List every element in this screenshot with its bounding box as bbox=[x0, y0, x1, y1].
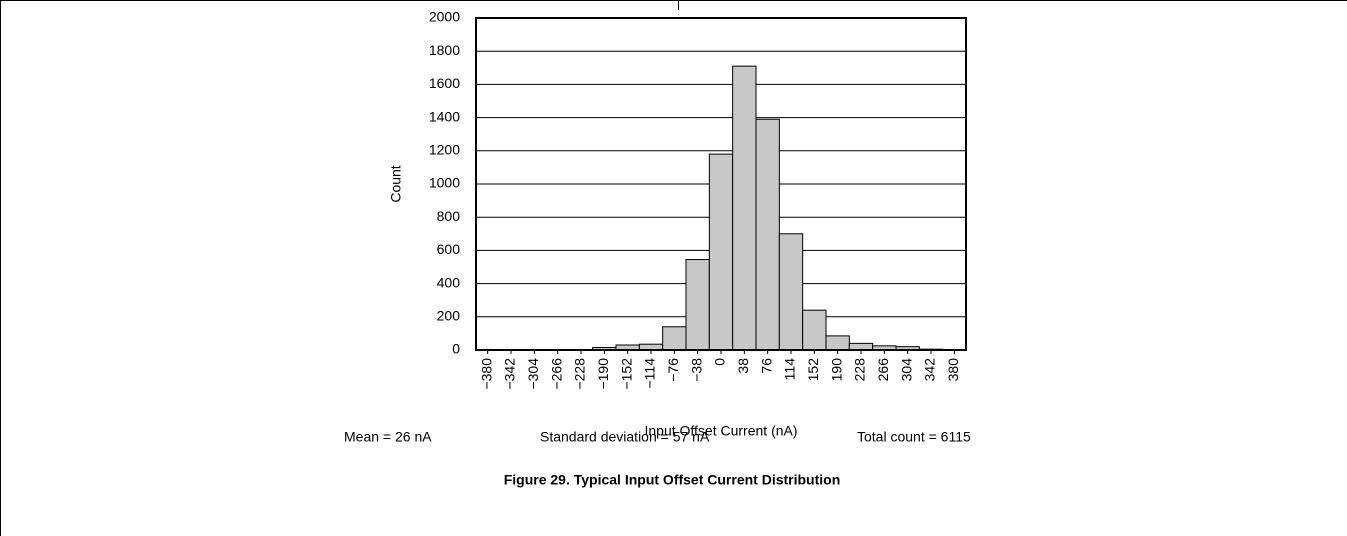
caption: Figure 29. Typical Input Offset Current … bbox=[504, 472, 841, 488]
y-tick-label: 1200 bbox=[429, 142, 460, 158]
y-tick-label: 1600 bbox=[429, 75, 460, 91]
x-tick-label: −266 bbox=[548, 358, 564, 390]
x-tick-label: −380 bbox=[478, 358, 494, 390]
x-tick-label: −152 bbox=[618, 358, 634, 390]
y-tick-label: 1400 bbox=[429, 108, 460, 124]
x-tick-label: 152 bbox=[805, 358, 821, 382]
x-tick-label: 114 bbox=[782, 358, 798, 381]
bar bbox=[732, 65, 757, 351]
bar bbox=[802, 309, 827, 351]
bar bbox=[825, 335, 850, 351]
x-tick-label: −190 bbox=[595, 358, 611, 390]
bar bbox=[778, 233, 804, 351]
stat-count: Total count = 6115 bbox=[857, 429, 971, 445]
x-tick-label: 190 bbox=[828, 358, 844, 382]
x-tick-label: 266 bbox=[875, 358, 891, 382]
x-tick-label: −38 bbox=[688, 358, 704, 382]
x-tick-label: 380 bbox=[945, 358, 961, 382]
x-tick-label: −228 bbox=[572, 358, 588, 390]
y-tick-label: 2000 bbox=[429, 9, 460, 25]
y-tick-label: 800 bbox=[437, 208, 461, 224]
plot-frame bbox=[475, 17, 967, 351]
x-tick-label: −304 bbox=[525, 358, 541, 390]
x-tick-label: 342 bbox=[922, 358, 938, 382]
bar bbox=[708, 153, 734, 351]
bar bbox=[755, 118, 780, 351]
x-tick-label: −114 bbox=[642, 358, 658, 389]
stat-mean: Mean = 26 nA bbox=[344, 429, 432, 445]
y-axis-label: Count bbox=[388, 165, 404, 202]
x-axis-label: Input Offset Current (nA) bbox=[644, 423, 797, 439]
y-tick-label: 0 bbox=[452, 341, 460, 357]
x-tick-label: 76 bbox=[758, 358, 774, 374]
y-tick-label: 1000 bbox=[429, 175, 460, 191]
y-tick-label: 600 bbox=[437, 241, 461, 257]
bar bbox=[662, 326, 687, 351]
x-tick-label: 228 bbox=[852, 358, 868, 382]
stat-std: Standard deviation = 57 nA bbox=[540, 429, 710, 445]
y-tick-label: 200 bbox=[437, 308, 461, 324]
y-tick-label: 1800 bbox=[429, 42, 460, 58]
y-tick-label: 400 bbox=[437, 274, 461, 290]
x-tick-label: 38 bbox=[735, 358, 751, 374]
x-tick-label: 0 bbox=[712, 358, 728, 366]
x-tick-label: −342 bbox=[502, 358, 518, 390]
x-tick-label: 304 bbox=[898, 358, 914, 382]
bar bbox=[685, 259, 710, 351]
x-tick-label: −76 bbox=[665, 358, 681, 382]
